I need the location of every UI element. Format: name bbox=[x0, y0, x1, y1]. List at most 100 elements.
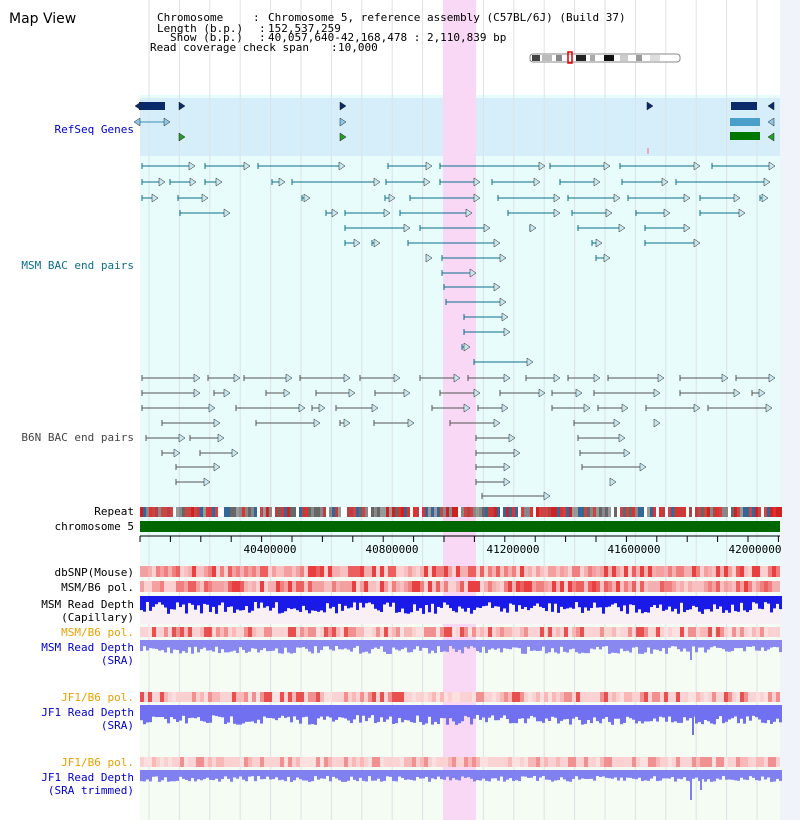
dbsnp-cell bbox=[532, 566, 536, 577]
msm-b6-pol-cell bbox=[628, 581, 632, 592]
dbsnp-cell bbox=[224, 566, 228, 577]
jf1-b6-pol-cell bbox=[440, 757, 444, 767]
jf1-depth-sra-bar bbox=[299, 705, 302, 724]
jf1-depth-sra-bar bbox=[173, 705, 176, 720]
repeat-segment bbox=[419, 507, 422, 517]
msm-depth-cap-bar bbox=[227, 596, 230, 608]
repeat-segment bbox=[440, 507, 443, 517]
jf1-depth-sra-bar bbox=[545, 705, 548, 719]
dbsnp-cell bbox=[176, 566, 180, 577]
msm-b6-pol-cell bbox=[192, 581, 196, 592]
label-b6n-bac-end-pairs[interactable]: B6N BAC end pairs bbox=[21, 431, 134, 444]
msm-depth-cap-bar bbox=[539, 596, 542, 607]
msm-depth-cap-bar bbox=[302, 596, 305, 606]
msm-b6-pol-cell bbox=[328, 627, 332, 637]
msm-depth-sra-bar bbox=[296, 640, 299, 648]
repeat-segment bbox=[554, 507, 557, 517]
jf1-depth-trim-bar bbox=[458, 770, 461, 781]
jf1-b6-pol-cell bbox=[436, 757, 440, 767]
dbsnp-cell bbox=[548, 566, 552, 577]
msm-b6-pol-cell bbox=[176, 627, 180, 637]
jf1-b6-pol-cell bbox=[344, 692, 348, 702]
bac-pair-arrow bbox=[603, 161, 611, 171]
jf1-b6-pol-cell bbox=[572, 692, 576, 702]
jf1-depth-sra-bar bbox=[653, 705, 656, 719]
repeat-segment bbox=[593, 507, 596, 517]
jf1-depth-trim-bar bbox=[560, 770, 563, 778]
msm-b6-pol-cell bbox=[508, 627, 512, 637]
msm-b6-pol-cell bbox=[208, 627, 212, 637]
msm-depth-sra-bar bbox=[467, 640, 470, 649]
jf1-depth-sra-bar bbox=[773, 705, 776, 722]
jf1-depth-trim-bar bbox=[521, 770, 524, 777]
msm-depth-cap-bar bbox=[707, 596, 710, 610]
repeat-segment bbox=[239, 507, 242, 517]
jf1-b6-pol-cell bbox=[268, 757, 272, 767]
dbsnp-cell bbox=[716, 566, 720, 577]
jf1-depth-sra-bar bbox=[722, 705, 725, 724]
jf1-b6-pol-cell bbox=[388, 757, 392, 767]
msm-b6-pol-cell bbox=[232, 627, 236, 637]
jf1-depth-trim-bar bbox=[242, 770, 245, 780]
msm-depth-cap-bar bbox=[272, 596, 275, 608]
repeat-segment bbox=[509, 507, 512, 517]
jf1-b6-pol-cell bbox=[336, 757, 340, 767]
jf1-depth-trim-bar bbox=[320, 770, 323, 779]
msm-bac-end-pairs-track[interactable] bbox=[141, 161, 776, 367]
bac-pair-arrow bbox=[553, 193, 561, 203]
jf1-depth-sra-bar bbox=[140, 705, 143, 721]
jf1-b6-pol-cell bbox=[472, 692, 476, 702]
bac-pair-arrow bbox=[553, 208, 561, 218]
jf1-b6-pol-cell bbox=[492, 757, 496, 767]
gene-strand-arrow bbox=[134, 101, 142, 111]
bac-pair-arrow bbox=[663, 208, 671, 218]
msm-depth-sra-bar bbox=[347, 640, 350, 650]
msm-depth-sra-bar bbox=[365, 640, 368, 652]
jf1-depth-sra-bar bbox=[548, 705, 551, 721]
jf1-depth-sra-bar bbox=[590, 705, 593, 724]
b6n-bac-end-pairs-track[interactable] bbox=[141, 373, 776, 501]
jf1-b6-pol-cell bbox=[640, 757, 644, 767]
repeat-segment bbox=[626, 507, 629, 517]
msm-b6-pol-cell bbox=[540, 627, 544, 637]
msm-b6-pol-cell bbox=[596, 627, 600, 637]
chromosome-ideogram[interactable] bbox=[529, 51, 681, 64]
msm-depth-sra-bar bbox=[776, 640, 779, 648]
msm-depth-sra-bar bbox=[353, 640, 356, 648]
refseq-genes-track[interactable] bbox=[133, 101, 775, 154]
msm-depth-cap-bar bbox=[617, 596, 620, 608]
dbsnp-cell bbox=[312, 566, 316, 577]
msm-depth-sra-bar bbox=[308, 640, 311, 652]
msm-depth-cap-bar bbox=[275, 596, 278, 603]
msm-b6-pol-cell bbox=[340, 581, 344, 592]
dbsnp-cell bbox=[748, 566, 752, 577]
msm-b6-pol-cell bbox=[156, 581, 160, 592]
msm-b6-pol-cell bbox=[360, 581, 364, 592]
msm-b6-pol-cell bbox=[700, 581, 704, 592]
msm-b6-pol-cell bbox=[264, 581, 268, 592]
jf1-depth-trim-bar bbox=[362, 770, 365, 781]
dbsnp-cell bbox=[684, 566, 688, 577]
msm-depth-sra-bar bbox=[410, 640, 413, 653]
jf1-depth-trim-bar bbox=[530, 770, 533, 778]
msm-depth-sra-bar bbox=[668, 640, 671, 648]
label-refseq-genes[interactable]: RefSeq Genes bbox=[55, 123, 134, 136]
bac-pair-arrow bbox=[538, 161, 546, 171]
jf1-b6-pol-cell bbox=[320, 757, 324, 767]
repeat-segment bbox=[305, 507, 308, 517]
jf1-depth-trim-bar bbox=[515, 770, 518, 781]
msm-depth-cap-bar bbox=[155, 596, 158, 605]
msm-depth-cap-bar bbox=[221, 596, 224, 603]
jf1-depth-trim-bar bbox=[539, 770, 542, 778]
msm-depth-sra-bar bbox=[407, 640, 410, 653]
msm-depth-sra-bar bbox=[482, 640, 485, 647]
jf1-b6-pol-cell bbox=[452, 692, 456, 702]
repeat-segment bbox=[392, 507, 395, 517]
dbsnp-cell bbox=[296, 566, 300, 577]
jf1-depth-sra-bar bbox=[554, 705, 557, 718]
jf1-b6-pol-cell bbox=[452, 757, 456, 767]
msm-b6-pol-cell bbox=[576, 627, 580, 637]
bac-pair-arrow bbox=[403, 223, 411, 233]
msm-depth-sra-bar bbox=[653, 640, 656, 650]
label-msm-bac-end-pairs[interactable]: MSM BAC end pairs bbox=[21, 259, 134, 272]
